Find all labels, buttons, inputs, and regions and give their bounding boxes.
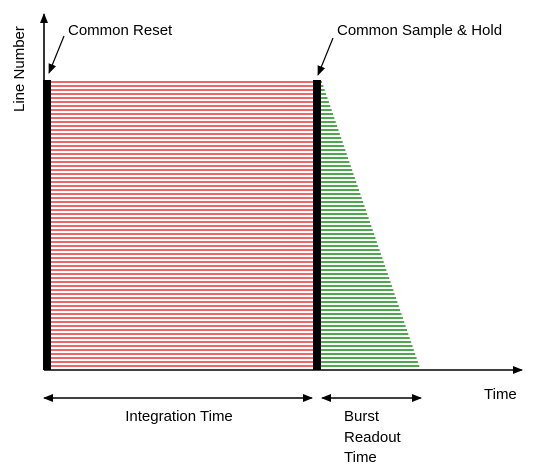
readout-time-label-line-3: Time: [344, 449, 377, 465]
common-reset-bar: [43, 80, 51, 370]
integration-time-label: Integration Time: [125, 408, 233, 425]
reset-pointer-line: [48, 35, 65, 74]
common-sample-hold-label: Common Sample & Hold: [337, 22, 502, 39]
common-sample-hold-bar: [313, 80, 321, 370]
readout-time-label-line-1: Burst: [344, 408, 380, 425]
y-axis-label: Line Number: [11, 26, 28, 112]
sample-hold-pointer-line: [317, 37, 334, 76]
readout-lines-region: [321, 81, 420, 367]
x-axis-label: Time: [484, 386, 517, 403]
readout-time-label-line-2: Readout: [344, 429, 402, 446]
integration-lines-region: [51, 81, 313, 367]
common-reset-label: Common Reset: [68, 22, 173, 39]
